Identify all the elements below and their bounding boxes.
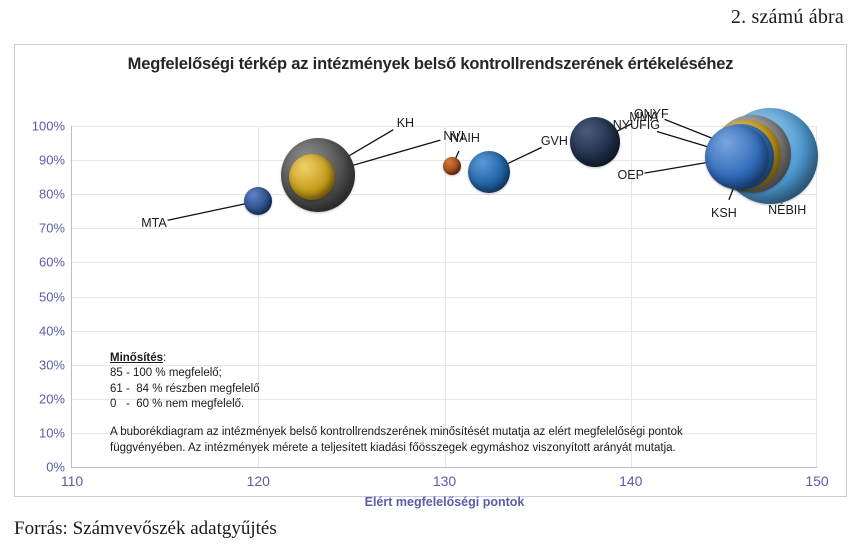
leader-line-oep [644,160,715,174]
gridline-vertical [444,126,446,467]
chart-container: Megfelelőségi térkép az intézmények bels… [14,44,847,509]
note-lines: 85 - 100 % megfelelő; 61 - 84 % részben m… [110,366,750,412]
y-axis-tick-label: 90% [38,152,65,168]
point-label-onyf: ONYF [633,107,669,122]
chart-title: Megfelelőségi térkép az intézmények bels… [127,55,734,73]
bubble-mta[interactable] [244,187,273,216]
y-axis-tick-label: 30% [38,357,65,373]
y-axis-tick-label: 20% [38,391,65,407]
plot-area: 0% 10% 20% 30% 40% 50% 60% 70% 80% 90% 100% 110 120… [32,107,829,509]
y-axis-tick-label: 70% [38,220,65,236]
point-label-nvi: NVI [443,129,465,144]
y-axis-tick-label: 80% [38,186,65,202]
y-axis-tick-label: 100% [31,118,65,134]
point-label-mta: MTA [141,216,167,231]
y-axis-tick-label: 50% [38,289,65,304]
leader-line-mta [167,202,249,221]
figure-caption: 2. számú ábra [730,6,844,28]
point-label-naih: NAIH [450,130,480,145]
note-line: 85 - 100 % megfelelő; [110,367,222,380]
bubble-naih[interactable] [442,157,461,176]
bubble-oep[interactable] [704,125,769,190]
note-block: Minősítés: 85 - 100 % megfelelő; 61 - 84 … [110,351,750,457]
note-heading-row: Minősítés: [110,351,750,366]
point-label-nyufig: NYUFIG [612,118,660,133]
x-axis-tick-label: 110 [60,473,84,489]
point-label-ksh: KSH [711,205,737,220]
gridline-vertical [258,126,260,467]
point-label-mma: MMA [629,110,659,125]
note-heading: Minősítés [110,352,164,364]
source-line: Forrás: Számvevőszék adatgyűjtés [14,518,277,539]
gridline-vertical [630,126,632,467]
bubble-gvh[interactable] [468,151,511,194]
leader-line-nvi [343,139,441,169]
x-axis-tick-label: 120 [246,473,270,489]
leader-line-gvh [502,146,543,167]
y-axis-tick-label: 0% [46,459,65,475]
note-paragraph: A buborékdiagram az intézmények belső ko… [110,426,683,455]
note-line: 61 - 84 % részben megfelelő [110,382,260,395]
y-axis-tick-label: 40% [38,323,65,339]
bubble-mma[interactable] [570,117,621,168]
note-line: 0 - 60 % nem megfelelő. [110,397,245,410]
x-axis-tick-label: 140 [619,473,643,489]
point-label-nébih: NÉBIH [768,202,807,217]
point-label-kh: KH [396,115,415,130]
x-axis-title: Elért megfelelőségi pontok [364,495,525,509]
bubble-kh[interactable] [289,154,336,201]
point-label-gvh: GVH [540,134,568,149]
y-axis-tick-label: 10% [38,425,65,441]
note-heading-colon: : [163,352,167,364]
y-axis-tick-label: 60% [38,254,65,270]
x-axis-tick-label: 150 [805,473,829,489]
x-axis-tick-label: 130 [432,473,457,489]
point-label-oep: OEP [617,168,644,183]
